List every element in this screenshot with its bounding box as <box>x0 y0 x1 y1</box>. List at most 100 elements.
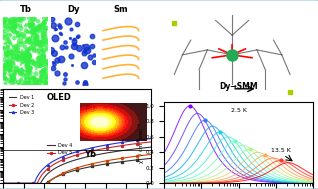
Point <box>3 65 8 68</box>
Point <box>45 61 50 64</box>
Point <box>19 41 24 44</box>
Dev 1 <box>149 146 153 148</box>
Point <box>17 33 22 36</box>
Point <box>9 23 14 26</box>
Point <box>26 48 31 51</box>
Point <box>4 66 9 69</box>
Dev 4 <box>136 159 140 161</box>
Point <box>39 78 44 81</box>
Point <box>2 30 7 33</box>
Point <box>41 22 46 25</box>
Point <box>5 46 10 49</box>
Point <box>10 74 15 77</box>
Point <box>30 60 35 63</box>
Point <box>34 29 39 32</box>
Point <box>27 54 32 57</box>
Point <box>5 37 10 40</box>
Point <box>41 69 46 72</box>
Point <box>8 33 13 36</box>
Point <box>10 18 15 21</box>
Point <box>34 27 39 30</box>
Point <box>19 69 24 72</box>
Point <box>8 42 13 45</box>
Point <box>40 24 45 27</box>
Point <box>31 31 36 34</box>
Point <box>9 49 14 52</box>
Point <box>29 83 34 86</box>
Point <box>7 41 12 44</box>
Point <box>25 40 31 43</box>
Point <box>2 20 7 23</box>
Point <box>43 17 48 20</box>
Point <box>21 58 26 61</box>
Point <box>24 65 30 68</box>
Point <box>24 59 29 62</box>
Point <box>2 71 7 74</box>
Point <box>24 79 29 82</box>
Point <box>31 32 37 35</box>
Dev 4 <box>149 157 153 160</box>
Point <box>7 21 12 24</box>
Dev 3 <box>10 182 14 184</box>
Point <box>8 75 13 78</box>
Dev 1 <box>10 182 14 184</box>
Point <box>10 43 15 46</box>
Point <box>12 31 17 34</box>
Point <box>27 77 32 80</box>
Dev 1 <box>29 182 32 184</box>
Point <box>44 38 49 41</box>
Point <box>31 78 36 81</box>
Dev 3 <box>7 182 11 184</box>
Point <box>13 71 18 74</box>
Point <box>16 34 21 37</box>
Point <box>30 17 35 20</box>
Point <box>11 19 16 22</box>
Point <box>33 39 38 42</box>
Point <box>18 27 24 30</box>
Point <box>40 55 45 58</box>
Dev 4 <box>41 186 45 188</box>
Point <box>43 81 48 84</box>
Point <box>16 57 21 60</box>
Point <box>36 61 41 64</box>
Point <box>45 48 50 51</box>
Point <box>29 78 34 81</box>
Line: Dev 2: Dev 2 <box>2 141 152 184</box>
Point <box>36 41 41 44</box>
Point <box>21 33 26 36</box>
Point <box>44 64 49 67</box>
Point <box>31 77 37 80</box>
Point <box>32 81 38 84</box>
Point <box>31 30 36 33</box>
Dev 4 <box>142 158 146 160</box>
Point <box>20 16 25 19</box>
Point <box>28 41 33 44</box>
Point <box>43 40 48 43</box>
Point <box>14 67 19 70</box>
Point <box>40 43 45 46</box>
Point <box>2 76 7 79</box>
Point <box>13 47 18 50</box>
Point <box>25 50 31 53</box>
Point <box>44 28 49 31</box>
Point <box>13 19 18 22</box>
Point <box>11 45 16 48</box>
Point <box>24 54 29 57</box>
Point <box>10 51 15 54</box>
Point <box>34 28 39 31</box>
Point <box>28 21 33 24</box>
Point <box>1 46 6 49</box>
Point <box>7 70 12 73</box>
Point <box>24 77 29 80</box>
Point <box>27 67 32 70</box>
Point <box>44 79 49 82</box>
Point <box>33 65 38 68</box>
Point <box>2 67 7 70</box>
Point <box>38 45 43 48</box>
Point <box>38 64 43 67</box>
Point <box>7 49 12 52</box>
Point <box>4 68 10 71</box>
Point <box>3 17 8 20</box>
Point <box>42 26 47 29</box>
Point <box>20 57 25 60</box>
